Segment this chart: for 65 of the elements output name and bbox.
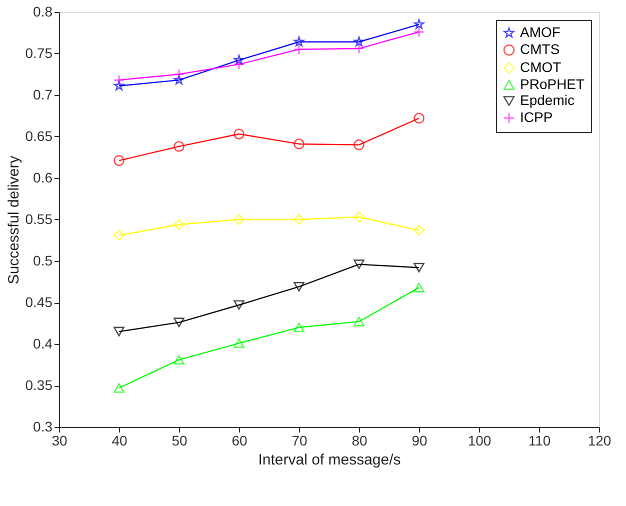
point (414, 262, 424, 272)
x-axis-title: Interval of message/s (258, 452, 401, 468)
point (414, 282, 424, 292)
y-tick-label: 0.3 (33, 418, 53, 434)
point (354, 36, 364, 46)
point (234, 214, 244, 225)
x-tick-label: 30 (52, 432, 68, 448)
point (234, 58, 244, 70)
y-tick-label: 0.6 (33, 170, 53, 186)
point (294, 214, 304, 225)
y-axis-title: Successful delivery (5, 155, 22, 284)
point (294, 138, 304, 150)
point (114, 230, 124, 241)
x-tick-label: 50 (172, 432, 188, 448)
point (294, 282, 304, 292)
point (234, 54, 244, 65)
point (294, 44, 304, 55)
point (114, 80, 124, 90)
x-tick-label: 110 (528, 432, 551, 448)
x-tick-label: 100 (468, 432, 492, 448)
y-tick-label: 0.4 (33, 336, 53, 352)
x-tick-label: 60 (232, 432, 248, 448)
legend-label: CMOT (520, 59, 562, 75)
point (414, 224, 424, 236)
x-tick-label: 120 (588, 432, 612, 448)
point (174, 68, 184, 80)
point (294, 36, 304, 46)
point (354, 212, 364, 222)
point (174, 355, 184, 365)
y-tick-label: 0.5 (33, 252, 53, 268)
point (414, 19, 424, 29)
y-tick-label: 0.7 (33, 86, 53, 102)
x-tick-label: 80 (352, 432, 368, 448)
point (114, 326, 124, 336)
y-tick-label: 0.8 (33, 4, 53, 20)
y-tick-label: 0.35 (25, 377, 53, 393)
y-tick-label: 0.45 (25, 294, 53, 310)
legend-label: CMTS (520, 41, 560, 57)
point (354, 260, 364, 270)
point (114, 155, 124, 166)
point (414, 26, 424, 38)
point (354, 316, 364, 326)
point (234, 338, 244, 348)
point (114, 74, 124, 86)
point (294, 322, 304, 332)
point (414, 112, 424, 124)
point (174, 74, 184, 85)
point (354, 139, 364, 150)
point (234, 300, 244, 310)
point (234, 128, 244, 140)
x-tick-label: 40 (112, 432, 128, 448)
x-tick-label: 90 (412, 432, 428, 448)
y-tick-label: 0.65 (25, 128, 53, 144)
legend-label: PRoPHET (520, 76, 586, 92)
point (114, 383, 124, 393)
y-tick-label: 0.75 (25, 45, 53, 61)
point (174, 219, 184, 230)
point (354, 43, 364, 54)
x-tick-label: 70 (292, 432, 308, 448)
point (174, 141, 184, 152)
point (174, 318, 184, 328)
legend-label: ICPP (520, 109, 553, 125)
y-tick-label: 0.55 (25, 211, 53, 227)
legend-label: Epdemic (520, 92, 574, 108)
legend-label: AMOF (520, 24, 560, 40)
